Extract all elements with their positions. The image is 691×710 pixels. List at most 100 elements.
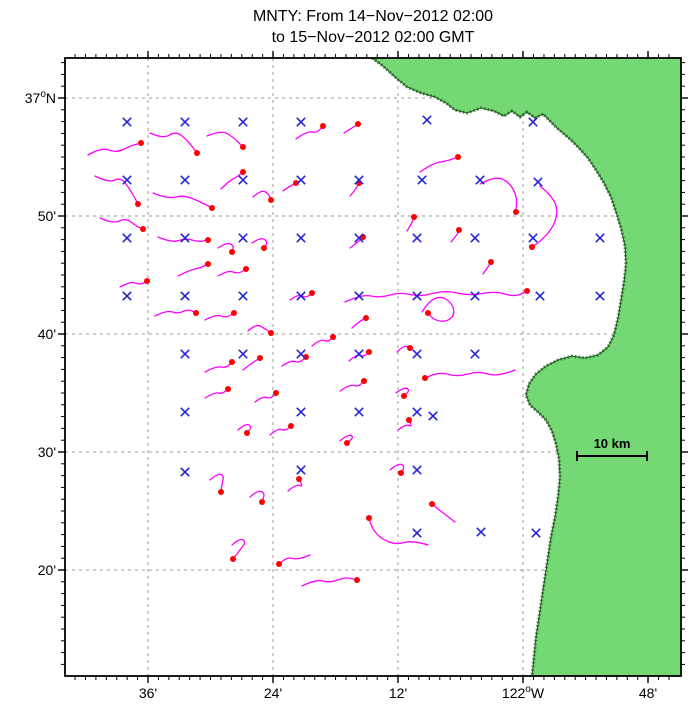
drifter-endpoint-dot	[455, 154, 461, 160]
grid-x-marker	[412, 349, 422, 359]
grid-x-marker	[238, 117, 248, 127]
figure-title-line1: MNTY: From 14−Nov−2012 02:00	[252, 8, 494, 25]
drifter-trajectory	[99, 217, 144, 230]
grid-x-marker	[296, 233, 306, 243]
grid-x-marker	[180, 349, 190, 359]
map-frame	[64, 57, 682, 677]
grid-x-marker	[180, 175, 190, 185]
drifter-trajectory	[349, 182, 360, 197]
drifter-endpoint-dot	[240, 169, 246, 175]
grid-x-marker	[238, 291, 248, 301]
drifter-endpoint-dot	[194, 150, 200, 156]
drifter-trajectory	[87, 142, 142, 156]
grid-x-marker	[595, 233, 605, 243]
drifter-trajectory	[406, 216, 415, 232]
grid-x-marker	[122, 175, 132, 185]
drifter-trajectory	[209, 473, 224, 493]
drifter-trajectory	[206, 131, 244, 148]
grid-x-marker	[296, 349, 306, 359]
lat-axis-label: 20'	[38, 562, 56, 578]
grid-x-marker	[595, 291, 605, 301]
grid-x-marker	[533, 177, 543, 187]
grid-x-marker	[354, 407, 364, 417]
grid-x-marker	[296, 117, 306, 127]
grid-x-marker	[535, 291, 545, 301]
grid-x-marker	[412, 528, 422, 538]
drifter-trajectory	[252, 190, 272, 201]
drifter-endpoint-dot	[268, 197, 274, 203]
drifter-endpoint-dot	[138, 140, 144, 146]
scale-bar-label: 10 km	[594, 436, 631, 451]
grid-x-marker	[354, 291, 364, 301]
grid-x-marker	[412, 465, 422, 475]
drifter-trajectory	[220, 171, 244, 190]
drifter-endpoint-dot	[529, 244, 535, 250]
drifter-trajectory	[389, 463, 405, 474]
drifter-endpoint-dot	[488, 259, 494, 265]
grid-x-marker	[296, 407, 306, 417]
grid-x-marker	[180, 291, 190, 301]
lat-axis-label: 50'	[38, 208, 56, 224]
drifter-endpoint-dot	[261, 245, 267, 251]
drifter-endpoint-dot	[288, 423, 294, 429]
drifter-endpoint-dot	[229, 359, 235, 365]
drifter-endpoint-dot	[209, 205, 215, 211]
drifter-trajectory	[242, 357, 261, 371]
drifter-trajectory	[154, 309, 197, 317]
drifter-endpoint-dot	[231, 310, 237, 316]
drifter-trajectory	[479, 177, 518, 213]
drifter-endpoint-dot	[273, 390, 279, 396]
drifter-trajectory	[301, 577, 358, 587]
drifter-endpoint-dot	[344, 440, 350, 446]
drifter-endpoint-dot	[411, 214, 417, 220]
grid-x-marker	[238, 233, 248, 243]
drifter-endpoint-dot	[268, 330, 274, 336]
drifter-endpoint-dot	[229, 249, 235, 255]
drifter-endpoint-dot	[144, 278, 150, 284]
drifter-trajectory	[204, 361, 233, 373]
drifter-endpoint-dot	[296, 476, 302, 482]
lat-axis-label: 37oN	[25, 89, 56, 106]
grid-x-marker	[422, 115, 432, 125]
grid-x-marker	[412, 233, 422, 243]
drifter-trajectory	[351, 317, 367, 329]
drifter-endpoint-dot	[218, 489, 224, 495]
drifter-endpoint-dot	[244, 430, 250, 436]
figure-title-line2: to 15−Nov−2012 02:00 GMT	[271, 29, 475, 46]
drifter-trajectory	[217, 242, 234, 253]
drifter-endpoint-dot	[363, 315, 369, 321]
drifter-endpoint-dot	[355, 121, 361, 127]
drifter-trajectory	[395, 387, 410, 397]
drifter-trajectory	[339, 380, 365, 392]
grid-x-marker	[528, 233, 538, 243]
grid-x-marker	[296, 291, 306, 301]
grid-x-marker	[476, 527, 486, 537]
drifter-endpoint-dot	[320, 123, 326, 129]
grid-x-marker	[470, 349, 480, 359]
drifter-endpoint-dot	[225, 386, 231, 392]
drifter-endpoint-dot	[366, 515, 372, 521]
drifter-trajectory	[231, 538, 246, 560]
drifter-trajectory	[419, 156, 459, 173]
drifter-trajectory	[247, 324, 272, 334]
drifter-endpoint-dot	[361, 378, 367, 384]
drifter-trajectory	[311, 336, 334, 347]
drifter-endpoint-dot	[524, 288, 530, 294]
lon-axis-label: 122oW	[502, 684, 545, 701]
drifter-endpoint-dot	[330, 334, 336, 340]
lat-axis-label: 30'	[38, 444, 56, 460]
grid-x-marker	[528, 117, 538, 127]
drifter-trajectory	[94, 175, 139, 205]
drifter-trajectory	[396, 345, 411, 353]
drifter-trajectory	[431, 503, 456, 523]
drifter-endpoint-dot	[407, 345, 413, 351]
drifter-endpoint-dot	[422, 375, 428, 381]
grid-x-marker	[296, 175, 306, 185]
grid-x-marker	[354, 233, 364, 243]
grid-x-marker	[296, 465, 306, 475]
grid-x-marker	[122, 117, 132, 127]
grid-x-marker	[180, 407, 190, 417]
drifter-trajectory	[217, 268, 247, 277]
lat-axis-label: 40'	[38, 326, 56, 342]
